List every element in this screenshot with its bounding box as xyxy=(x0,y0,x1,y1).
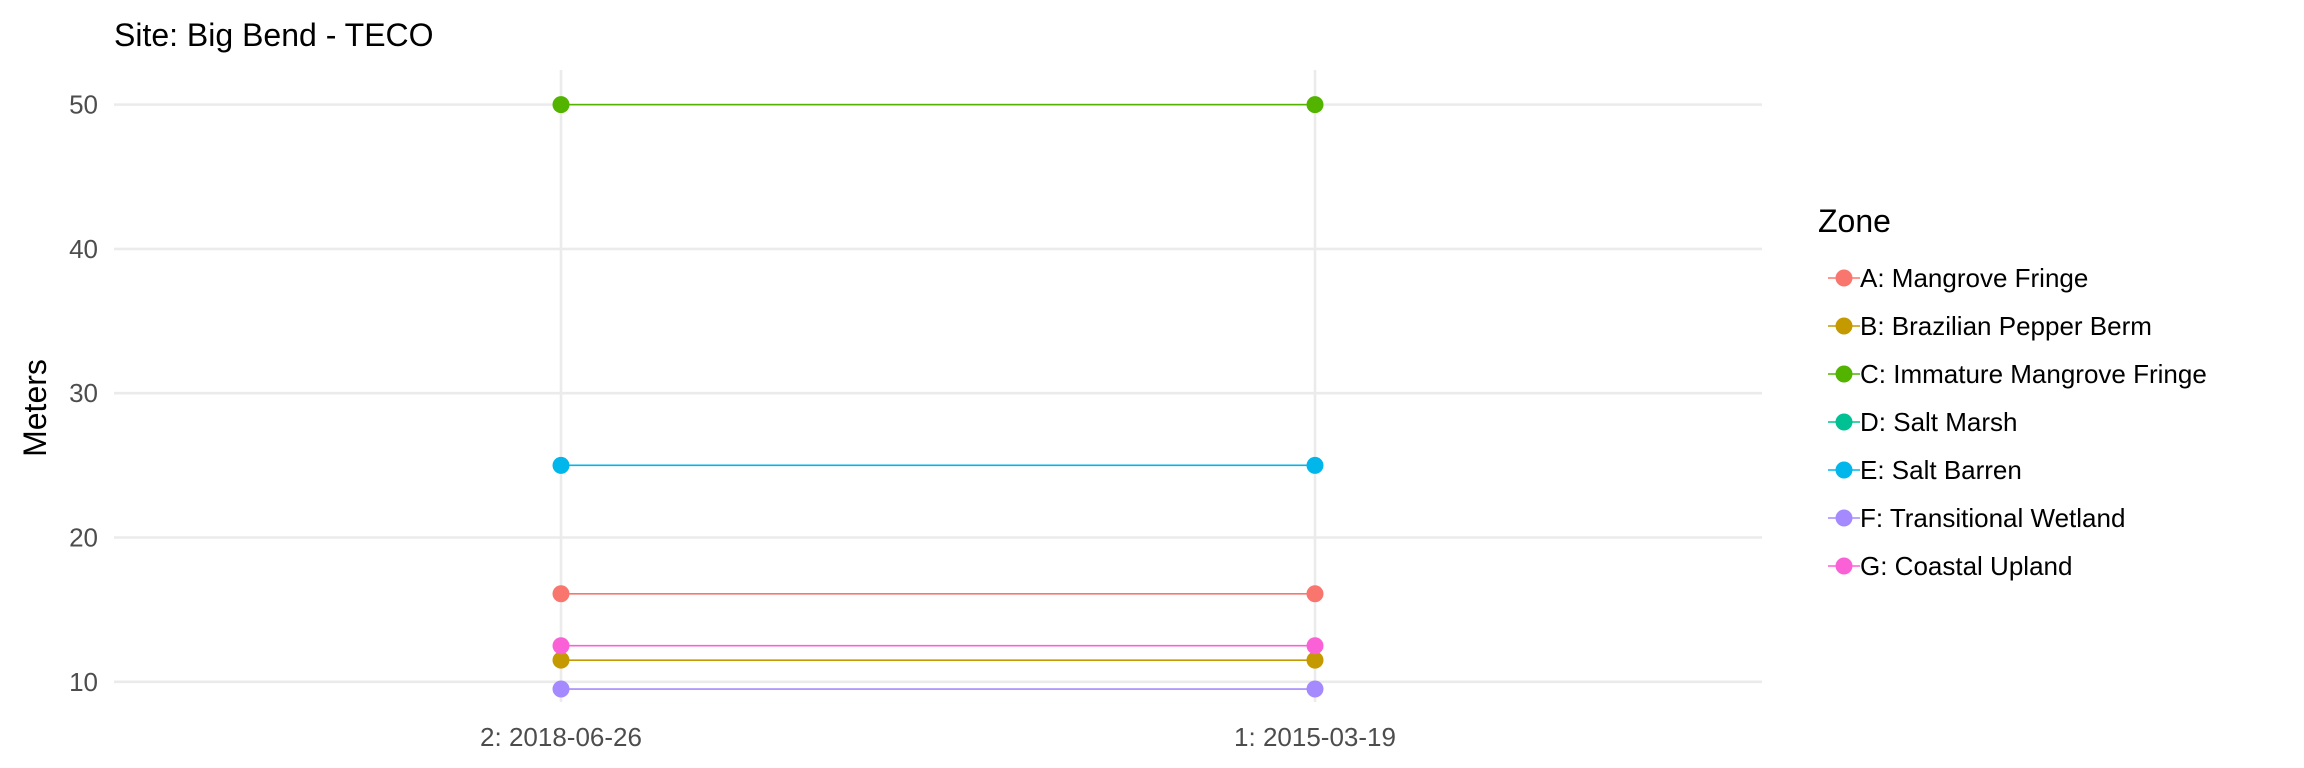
series xyxy=(552,96,1324,698)
y-tick-label: 20 xyxy=(69,523,98,553)
legend-label: D: Salt Marsh xyxy=(1860,407,2018,437)
legend-key-point xyxy=(1835,269,1853,287)
legend-key-point xyxy=(1835,461,1853,479)
data-point-g-0 xyxy=(552,637,570,655)
legend-label: G: Coastal Upland xyxy=(1860,551,2072,581)
legend-title: Zone xyxy=(1818,203,1891,239)
data-point-c-0 xyxy=(552,96,570,114)
y-axis-title: Meters xyxy=(17,359,53,457)
series-b xyxy=(552,651,1324,669)
data-point-e-0 xyxy=(552,456,570,474)
x-tick-label: 1: 2015-03-19 xyxy=(1234,722,1396,752)
series-g xyxy=(552,637,1324,655)
legend-key-point xyxy=(1835,509,1853,527)
legend-item-c: C: Immature Mangrove Fringe xyxy=(1828,359,2207,389)
legend-key-point xyxy=(1835,365,1853,383)
series-c xyxy=(552,96,1324,114)
series-a xyxy=(552,585,1324,603)
legend-key-point xyxy=(1835,317,1853,335)
data-point-g-1 xyxy=(1306,637,1324,655)
y-axis-ticks: 10 20 30 40 50 xyxy=(69,90,98,697)
data-point-f-1 xyxy=(1306,680,1324,698)
data-point-a-0 xyxy=(552,585,570,603)
y-tick-label: 10 xyxy=(69,667,98,697)
data-point-f-0 xyxy=(552,680,570,698)
legend-item-b: B: Brazilian Pepper Berm xyxy=(1828,311,2152,341)
legend-item-d: D: Salt Marsh xyxy=(1828,407,2018,437)
series-f xyxy=(552,680,1324,698)
data-point-a-1 xyxy=(1306,585,1324,603)
legend-label: C: Immature Mangrove Fringe xyxy=(1860,359,2207,389)
data-point-b-0 xyxy=(552,651,570,669)
x-tick-label: 2: 2018-06-26 xyxy=(480,722,642,752)
legend-key-point xyxy=(1835,413,1853,431)
legend: Zone A: Mangrove Fringe B: Brazilian Pepp… xyxy=(1818,203,2207,581)
legend-label: E: Salt Barren xyxy=(1860,455,2022,485)
y-tick-label: 30 xyxy=(69,378,98,408)
series-e xyxy=(552,456,1324,474)
legend-item-e: E: Salt Barren xyxy=(1828,455,2022,485)
data-point-e-1 xyxy=(1306,456,1324,474)
chart-title: Site: Big Bend - TECO xyxy=(114,17,434,53)
y-tick-label: 50 xyxy=(69,90,98,120)
legend-item-f: F: Transitional Wetland xyxy=(1828,503,2125,533)
legend-label: F: Transitional Wetland xyxy=(1860,503,2125,533)
legend-label: A: Mangrove Fringe xyxy=(1860,263,2088,293)
grid xyxy=(114,70,1762,702)
legend-item-a: A: Mangrove Fringe xyxy=(1828,263,2088,293)
data-point-b-1 xyxy=(1306,651,1324,669)
legend-key-point xyxy=(1835,557,1853,575)
legend-label: B: Brazilian Pepper Berm xyxy=(1860,311,2152,341)
legend-item-g: G: Coastal Upland xyxy=(1828,551,2072,581)
x-axis-ticks: 2: 2018-06-26 1: 2015-03-19 xyxy=(480,722,1396,752)
data-point-c-1 xyxy=(1306,96,1324,114)
y-tick-label: 40 xyxy=(69,234,98,264)
